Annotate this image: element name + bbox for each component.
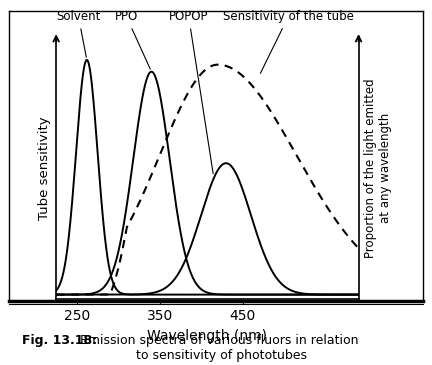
Text: PPO: PPO: [115, 10, 150, 69]
X-axis label: Wavelength (nm): Wavelength (nm): [147, 328, 267, 343]
Text: POPOP: POPOP: [169, 10, 213, 174]
Y-axis label: Proportion of the light emitted
at any wavelength: Proportion of the light emitted at any w…: [364, 78, 392, 258]
Text: Sensitivity of the tube: Sensitivity of the tube: [223, 10, 353, 73]
Text: Fig. 13.18:: Fig. 13.18:: [22, 334, 97, 347]
Y-axis label: Tube sensitivity: Tube sensitivity: [38, 116, 51, 220]
Text: Solvent: Solvent: [56, 10, 101, 57]
Text: Emission spectra of various fluors in relation
              to sensitivity of p: Emission spectra of various fluors in re…: [80, 334, 359, 362]
